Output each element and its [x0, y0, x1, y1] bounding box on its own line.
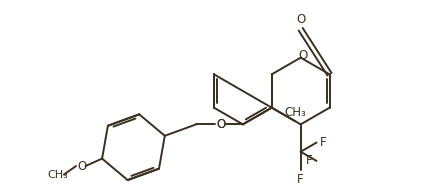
- Text: CH₃: CH₃: [48, 170, 69, 180]
- Text: F: F: [297, 173, 304, 186]
- Text: CH₃: CH₃: [285, 105, 306, 119]
- Text: O: O: [217, 118, 226, 131]
- Text: O: O: [217, 118, 226, 131]
- Text: O: O: [77, 160, 86, 173]
- Text: F: F: [306, 154, 313, 167]
- Text: F: F: [321, 136, 327, 149]
- Text: O: O: [298, 49, 307, 62]
- Text: O: O: [296, 13, 305, 26]
